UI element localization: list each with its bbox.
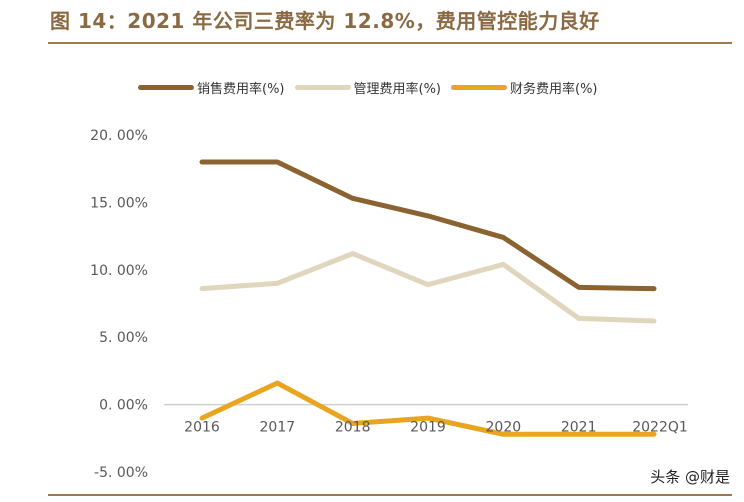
legend-label-finance: 财务费用率(%) — [510, 82, 598, 97]
x-tick-label: 2019 — [410, 420, 446, 436]
x-axis: 2016 2017 2018 2019 2020 2021 2022Q1 — [184, 420, 688, 436]
legend-swatch-admin — [294, 85, 351, 90]
series-line-sales — [199, 159, 657, 292]
watermark: 头条 @财是 — [650, 468, 730, 486]
y-tick-label: 5. 00% — [99, 330, 148, 346]
x-tick-label: 2021 — [561, 420, 597, 436]
legend-item-sales: 销售费用率(%) — [138, 78, 285, 97]
y-tick-label: -5. 00% — [94, 465, 148, 481]
y-tick-label: 15. 00% — [90, 195, 148, 211]
y-tick-label: 10. 00% — [90, 263, 148, 279]
y-tick-label: 0. 00% — [99, 398, 148, 414]
chart-title: 图 14：2021 年公司三费率为 12.8%，费用管控能力良好 — [50, 9, 600, 33]
top-divider — [48, 42, 732, 44]
x-tick-label: 2017 — [260, 420, 296, 436]
legend-item-finance: 财务费用率(%) — [451, 78, 598, 97]
x-tick-label: 2018 — [335, 420, 371, 436]
x-tick-label: 2020 — [486, 420, 522, 436]
legend: 销售费用率(%) 管理费用率(%) 财务费用率(%) — [138, 78, 598, 97]
legend-swatch-sales — [138, 85, 194, 90]
y-axis: 20. 00% 15. 00% 10. 00% 5. 00% 0. 00% -5. 00% — [90, 128, 148, 481]
x-tick-label: 2016 — [184, 420, 220, 436]
x-tick-label: 2022Q1 — [632, 420, 688, 436]
legend-swatch-finance — [451, 85, 507, 90]
legend-label-admin: 管理费用率(%) — [353, 82, 442, 97]
legend-label-sales: 销售费用率(%) — [197, 82, 285, 97]
series-lines — [199, 159, 657, 437]
bottom-divider — [48, 494, 732, 496]
legend-item-admin: 管理费用率(%) — [294, 78, 442, 97]
y-tick-label: 20. 00% — [90, 128, 148, 144]
